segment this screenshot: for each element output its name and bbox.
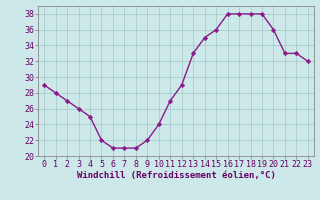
- X-axis label: Windchill (Refroidissement éolien,°C): Windchill (Refroidissement éolien,°C): [76, 171, 276, 180]
